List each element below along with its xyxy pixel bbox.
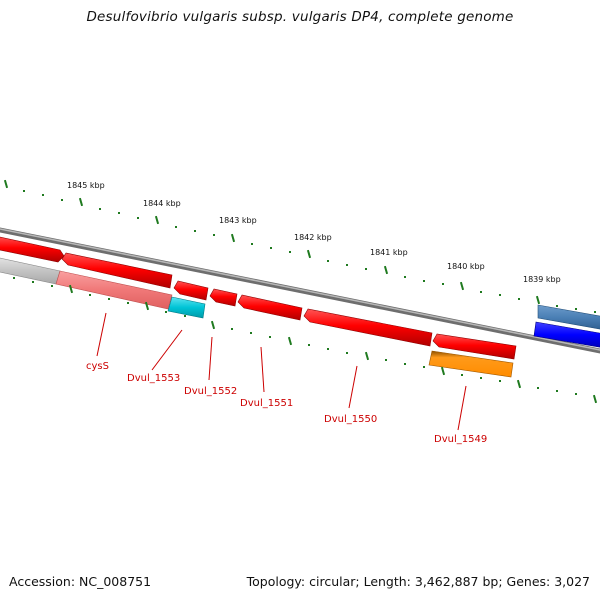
scale-label-1842: 1842 kbp xyxy=(294,233,332,242)
inner-scale-ticks xyxy=(13,277,598,404)
gene-forward-1[interactable] xyxy=(0,236,65,263)
gene-forward-8[interactable] xyxy=(537,304,600,330)
gene-reverse-dvul1549[interactable] xyxy=(428,350,514,378)
gene-label-cyss: cysS xyxy=(86,361,109,372)
forward-strand-genes xyxy=(0,236,600,360)
label-leaders xyxy=(96,312,467,431)
gene-forward-6[interactable] xyxy=(303,308,433,347)
reverse-strand-genes xyxy=(0,257,514,378)
gene-label-dvul1551: Dvul_1551 xyxy=(240,398,293,409)
scale-label-1839: 1839 kbp xyxy=(523,275,561,284)
scale-label-1844: 1844 kbp xyxy=(143,199,181,208)
gene-forward-3[interactable] xyxy=(173,280,209,301)
scale-label-1841: 1841 kbp xyxy=(370,248,408,257)
gene-forward-4[interactable] xyxy=(209,288,238,307)
accession-text: Accession: NC_008751 xyxy=(9,574,152,589)
gene-label-dvul1553: Dvul_1553 xyxy=(127,373,180,384)
scale-label-1840: 1840 kbp xyxy=(447,262,485,271)
gene-forward-5[interactable] xyxy=(237,294,303,321)
gene-label-dvul1550: Dvul_1550 xyxy=(324,414,377,425)
outer-scale-ticks xyxy=(3,179,596,313)
map-title: Desulfovibrio vulgaris subsp. vulgaris D… xyxy=(86,9,514,25)
gene-reverse-grey[interactable] xyxy=(0,257,61,285)
gene-reverse-cyss[interactable] xyxy=(55,270,173,310)
gene-label-dvul1552: Dvul_1552 xyxy=(184,386,237,397)
gene-forward-7[interactable] xyxy=(432,333,517,360)
scale-label-1845: 1845 kbp xyxy=(67,181,105,190)
scale-label-1843: 1843 kbp xyxy=(219,216,257,225)
gene-forward-9[interactable] xyxy=(533,321,600,348)
genome-summary-text: Topology: circular; Length: 3,462,887 bp… xyxy=(246,574,590,589)
gene-reverse-dvul1553[interactable] xyxy=(167,296,206,319)
gene-forward-2[interactable] xyxy=(61,252,173,289)
gene-label-dvul1549: Dvul_1549 xyxy=(434,434,487,445)
